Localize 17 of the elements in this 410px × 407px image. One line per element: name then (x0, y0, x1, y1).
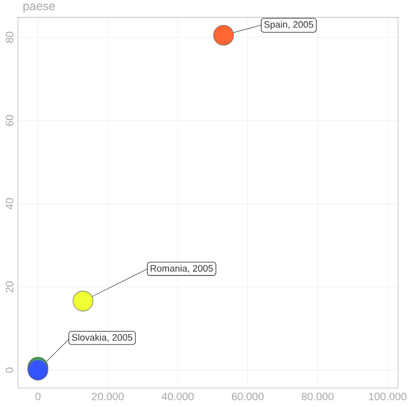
x-tick-label: 60.000 (232, 392, 264, 400)
point (213, 24, 234, 46)
x-tick-label: 100.000 (369, 392, 406, 400)
y-tick-label: 80 (6, 32, 14, 43)
x-tick-label: 20.000 (92, 392, 124, 400)
y-axis-title: paese (23, 4, 55, 13)
x-tick-label: 40.000 (162, 392, 194, 400)
y-tick-label: 0 (6, 368, 14, 373)
y-tick-label: 60 (6, 114, 14, 126)
x-tick-label: 0 (35, 392, 40, 400)
x-tick-label: 80.000 (302, 392, 334, 400)
y-tick-label: 20 (6, 281, 14, 292)
y-tick-label: 40 (6, 198, 14, 210)
annotation: Romania, 2005 (150, 264, 213, 273)
point (72, 290, 94, 312)
annotation: Slovakia, 2005 (72, 334, 132, 342)
annotation: Spain, 2005 (264, 20, 314, 30)
